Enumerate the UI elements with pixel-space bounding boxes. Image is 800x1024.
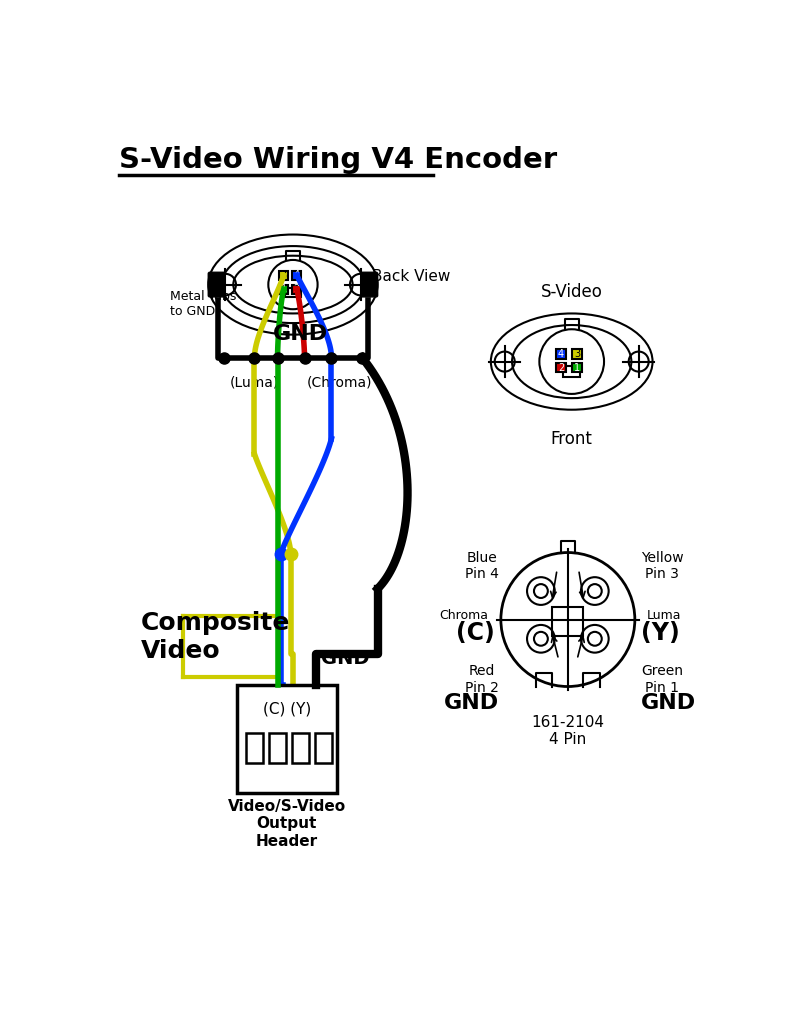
Text: Composite
Video: Composite Video <box>141 611 290 664</box>
Text: (C) (Y): (C) (Y) <box>262 701 311 717</box>
Text: 1: 1 <box>574 362 580 373</box>
Bar <box>279 270 288 280</box>
Text: Yellow
Pin 3: Yellow Pin 3 <box>641 551 684 581</box>
FancyBboxPatch shape <box>208 272 226 297</box>
Bar <box>292 285 302 294</box>
Text: 3: 3 <box>574 349 580 358</box>
Bar <box>556 364 566 373</box>
Text: GND: GND <box>273 324 328 344</box>
Bar <box>315 733 332 763</box>
Text: Luma: Luma <box>647 609 682 623</box>
Bar <box>269 733 286 763</box>
Bar <box>553 607 583 637</box>
Bar <box>556 349 566 358</box>
Bar <box>563 367 580 377</box>
Text: Green
Pin 1: Green Pin 1 <box>641 665 683 694</box>
Text: Back View: Back View <box>371 269 450 285</box>
Text: (C): (C) <box>456 622 494 645</box>
Bar <box>573 349 582 358</box>
Text: Front: Front <box>550 430 593 447</box>
Bar <box>246 733 263 763</box>
Bar <box>292 733 309 763</box>
Bar <box>237 685 337 793</box>
Text: 2: 2 <box>558 362 564 373</box>
Bar <box>292 270 302 280</box>
Text: GND: GND <box>641 692 696 713</box>
Bar <box>279 285 288 294</box>
Text: Red
Pin 2: Red Pin 2 <box>465 665 498 694</box>
Text: S-Video: S-Video <box>541 284 602 301</box>
Text: Video/S-Video
Output
Header: Video/S-Video Output Header <box>228 799 346 849</box>
Text: GND: GND <box>322 648 370 668</box>
Text: 4: 4 <box>294 270 300 281</box>
Text: Blue
Pin 4: Blue Pin 4 <box>465 551 498 581</box>
Text: (Y): (Y) <box>641 622 680 645</box>
Bar <box>573 364 582 373</box>
Text: Chroma: Chroma <box>439 609 489 623</box>
Bar <box>286 288 301 297</box>
Text: GND: GND <box>443 692 498 713</box>
Text: 3: 3 <box>281 270 286 281</box>
Text: 2: 2 <box>294 285 300 294</box>
FancyBboxPatch shape <box>361 272 378 297</box>
Text: 4: 4 <box>558 349 564 358</box>
Text: S-Video Wiring V4 Encoder: S-Video Wiring V4 Encoder <box>119 145 557 173</box>
Text: 1: 1 <box>281 285 286 294</box>
Text: (Chroma): (Chroma) <box>306 376 372 389</box>
Text: 161-2104
4 Pin: 161-2104 4 Pin <box>531 715 604 748</box>
Text: (Luma): (Luma) <box>230 376 279 389</box>
Text: Metal Tabs
to GND: Metal Tabs to GND <box>170 290 236 317</box>
